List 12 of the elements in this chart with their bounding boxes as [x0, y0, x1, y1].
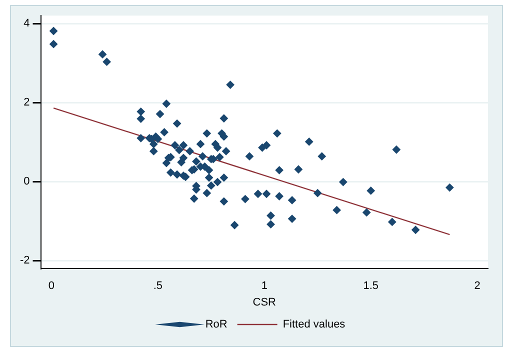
x-tick-label: 1.5 — [363, 280, 379, 292]
y-tick-label: 2 — [24, 96, 30, 109]
x-tick-label: .5 — [153, 280, 163, 292]
y-tick-label: -2 — [20, 254, 30, 267]
y-tick-label: 0 — [24, 176, 30, 188]
legend-label: Fitted values — [282, 318, 346, 331]
x-axis-title: CSR — [252, 296, 276, 308]
legend-label: RoR — [205, 318, 228, 331]
x-tick-label: 1 — [261, 280, 268, 292]
x-tick-label: 2 — [474, 280, 480, 292]
x-tick-label: 0 — [48, 280, 54, 292]
y-tick-label: 4 — [24, 18, 30, 30]
